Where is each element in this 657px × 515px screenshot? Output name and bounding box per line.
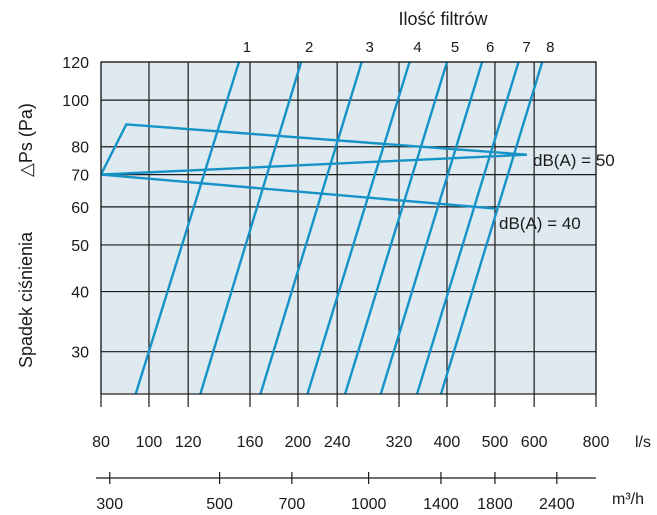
plot-frame [100,61,597,395]
x-tick-label: 120 [175,434,202,451]
m3h-tick-label: 1400 [423,496,459,513]
y-tick-label: 80 [71,140,89,157]
filter-count-label: 2 [305,39,313,56]
m3h-tick-label: 1000 [351,496,387,513]
level-line-db40 [100,173,496,210]
y-tick-label: 100 [62,93,89,110]
x-tick-label: 800 [583,434,610,451]
filter-line-6 [379,61,484,395]
m3h-tick-label: 500 [206,496,233,513]
y-axis-title: Spadek ciśnienia [16,231,36,368]
x-axis-ticks: 80 100 120 160 200 240 320 400 500 600 800 300 500 70… [92,434,609,513]
filter-count-label: 8 [546,39,554,56]
m3h-tick-label: 700 [279,496,306,513]
x-tick-label: 600 [521,434,548,451]
x-axis-unit-m3h: m³/h [612,491,644,508]
filter-count-label: 5 [451,39,459,56]
filter-count-label: 3 [366,39,374,56]
plot-background [101,62,596,394]
y-tick-label: 40 [71,285,89,302]
y-tick-label: 30 [71,345,89,362]
x-tick-label: 240 [324,434,351,451]
y-tick-label: 70 [71,168,89,185]
m3h-tick-label: 2400 [539,496,575,513]
x-tick-label: 80 [92,434,110,451]
filter-line-5 [343,61,449,395]
y-axis-ticks: 30 40 50 60 70 80 100 120 [62,55,89,362]
x-tick-label: 320 [386,434,413,451]
filter-line-8 [439,61,544,395]
filter-count-label: 1 [243,39,251,56]
y-tick-label: 50 [71,238,89,255]
filter-count-label: 4 [413,39,421,56]
filter-count-label: 7 [522,39,530,56]
y-axis-symbol: △Ps (Pa) [16,103,36,177]
x-tick-label: 100 [136,434,163,451]
y-tick-label: 60 [71,200,89,217]
x-tick-label: 400 [434,434,461,451]
x-tick-label: 160 [237,434,264,451]
db50-label: dB(A) = 50 [533,151,615,170]
filter-lines [134,61,544,395]
noise-level-lines [99,123,527,210]
y-tick-label: 120 [62,55,89,72]
filter-line-2 [199,61,303,395]
filter-line-7 [415,61,520,395]
x-axis-unit-ls: l/s [635,434,651,451]
filter-line-4 [306,61,411,395]
m3h-tick-label: 1800 [477,496,513,513]
db40-label: dB(A) = 40 [499,214,581,233]
level-line-db50 [99,123,527,176]
filter-count-label: 6 [486,39,494,56]
filter-line-1 [134,61,241,395]
m3h-tick-label: 300 [96,496,123,513]
x-tick-label: 500 [482,434,509,451]
x-tick-label: 200 [285,434,312,451]
filter-line-3 [259,61,363,395]
chart-title: Ilość filtrów [398,9,488,29]
